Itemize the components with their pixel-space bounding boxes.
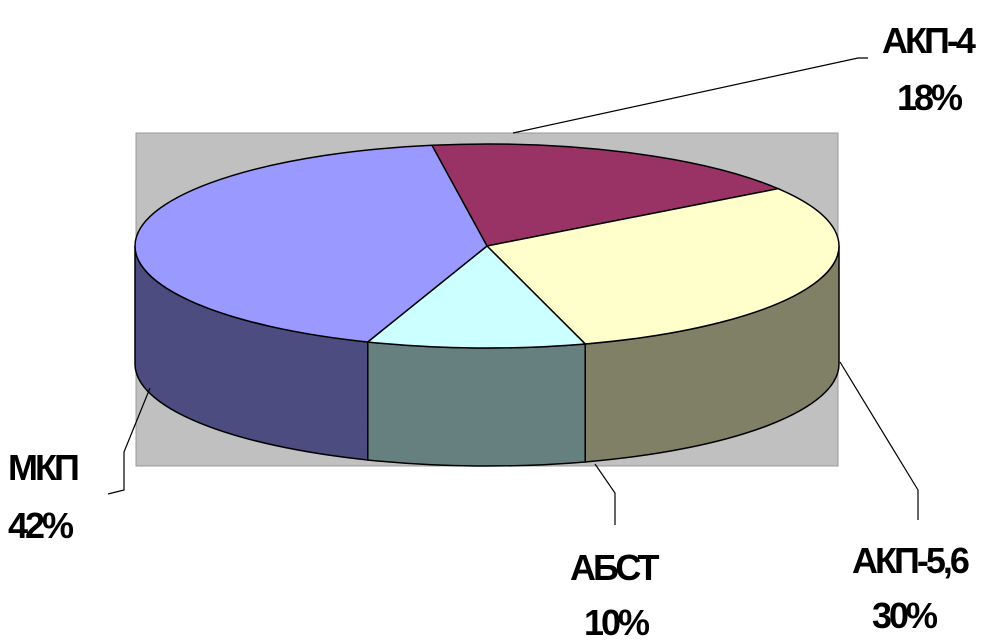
slice-akp56 xyxy=(485,187,840,345)
label-mkp-percent: 42% xyxy=(8,505,74,546)
label-akp56-name: АКП-5,6 xyxy=(852,540,969,581)
leader-line-akp4 xyxy=(512,57,868,134)
label-akp4-name: АКП-4 xyxy=(882,20,976,61)
slice-akp4 xyxy=(430,143,781,247)
slice-side-abst xyxy=(367,341,586,467)
slice-mkp xyxy=(134,144,488,343)
leader-line-akp56 xyxy=(839,361,919,520)
leader-line-abst xyxy=(594,463,616,525)
label-abst-percent: 10% xyxy=(584,602,650,641)
leader-line-mkp xyxy=(107,387,151,495)
label-mkp-name: МКП xyxy=(8,447,78,488)
label-abst-name: АБСТ xyxy=(570,547,660,588)
label-akp4-percent: 18% xyxy=(897,77,963,118)
label-akp56-percent: 30% xyxy=(872,595,938,636)
slice-abst xyxy=(365,244,587,349)
